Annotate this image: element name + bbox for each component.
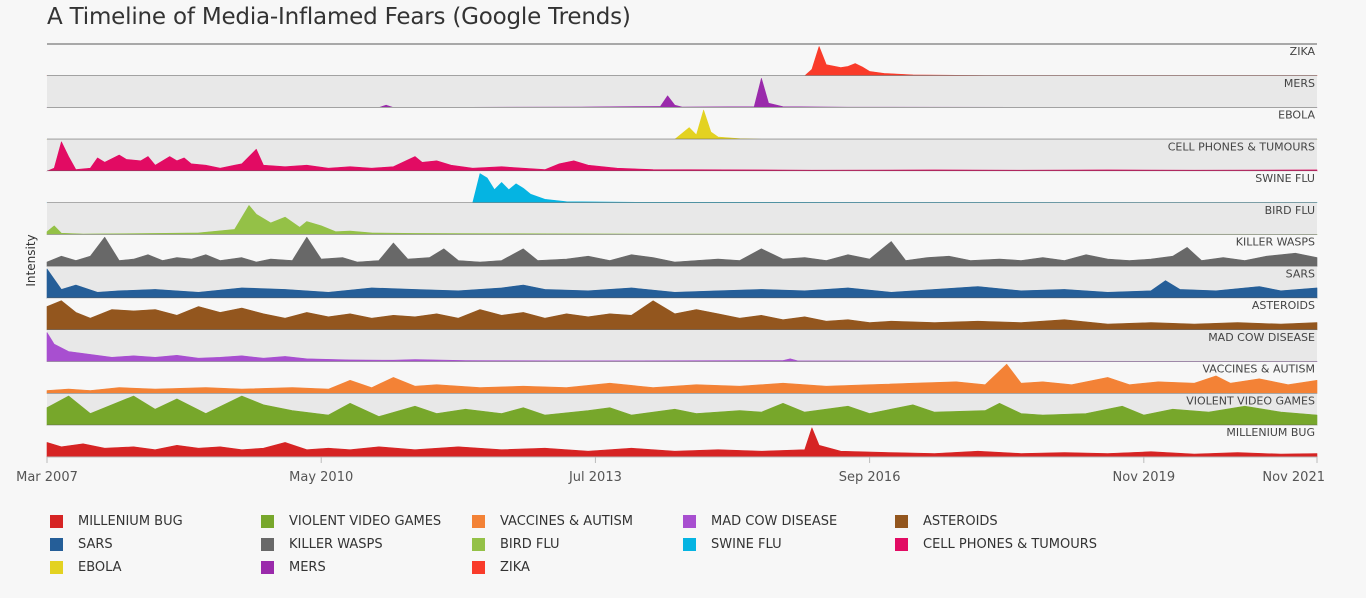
band-label-killer-wasps: KILLER WASPS [1236, 236, 1315, 249]
series-area-vaccines-and-autism [46, 363, 1318, 394]
series-area-killer-wasps [46, 236, 1318, 267]
x-tick-label: Sep 2016 [839, 470, 901, 485]
legend-item-mad-cow-disease[interactable]: MAD COW DISEASE [683, 512, 895, 531]
legend-label: SARS [78, 537, 113, 552]
series-area-asteroids [46, 300, 1318, 331]
band-label-sars: SARS [1286, 267, 1315, 280]
legend-label: MAD COW DISEASE [711, 514, 838, 529]
band-label-zika: ZIKA [1290, 45, 1316, 58]
band-label-vaccines-and-autism: VACCINES & AUTISM [1202, 363, 1315, 376]
band-label-ebola: EBOLA [1278, 109, 1315, 122]
legend-label: ZIKA [500, 560, 530, 575]
legend-item-bird-flu[interactable]: BIRD FLU [472, 535, 683, 554]
legend-label: VIOLENT VIDEO GAMES [289, 514, 442, 529]
legend-item-violent-video-games[interactable]: VIOLENT VIDEO GAMES [261, 512, 472, 531]
legend-label: CELL PHONES & TUMOURS [923, 537, 1098, 552]
series-area-bird-flu [46, 205, 1318, 235]
legend-label: MILLENIUM BUG [78, 514, 183, 529]
legend-item-swine-flu[interactable]: SWINE FLU [683, 535, 895, 554]
legend-swatch [683, 515, 696, 528]
legend-label: MERS [289, 560, 326, 575]
legend-item-cell-phones-and-tumours[interactable]: CELL PHONES & TUMOURS [895, 535, 1135, 554]
legend-label: SWINE FLU [711, 537, 782, 552]
x-tick-label: Mar 2007 [16, 470, 78, 485]
legend-item-ebola[interactable]: EBOLA [50, 558, 261, 577]
ridgeline-chart: ZIKA MERS EBOLA CELL PHONES & TUMOURS SWINE … [16, 43, 1325, 485]
band-label-mers: MERS [1284, 77, 1315, 90]
legend-item-sars[interactable]: SARS [50, 535, 261, 554]
legend-label: VACCINES & AUTISM [500, 514, 633, 529]
band-background [47, 171, 1317, 203]
legend-swatch [261, 561, 274, 574]
legend-item-mers[interactable]: MERS [261, 558, 472, 577]
legend-swatch [50, 538, 63, 551]
series-area-violent-video-games [46, 395, 1318, 426]
legend-label: BIRD FLU [500, 537, 560, 552]
x-tick-label: Jul 2013 [568, 470, 622, 485]
legend-swatch [261, 515, 274, 528]
band-label-bird-flu: BIRD FLU [1265, 204, 1315, 217]
series-area-cell-phones-and-tumours [46, 141, 1318, 172]
band-label-violent-video-games: VIOLENT VIDEO GAMES [1186, 394, 1315, 407]
chart-title: A Timeline of Media-Inflamed Fears (Goog… [47, 4, 631, 30]
band-label-asteroids: ASTEROIDS [1252, 299, 1315, 312]
x-tick-label: May 2010 [289, 470, 353, 485]
legend-item-asteroids[interactable]: ASTEROIDS [895, 512, 1135, 531]
legend-swatch [683, 538, 696, 551]
series-area-mad-cow-disease [46, 332, 1318, 362]
legend-item-vaccines-and-autism[interactable]: VACCINES & AUTISM [472, 512, 683, 531]
series-area-sars [46, 268, 1318, 299]
band-background [47, 75, 1317, 108]
band-background [47, 44, 1317, 76]
legend-label: KILLER WASPS [289, 537, 383, 552]
legend-label: ASTEROIDS [923, 514, 998, 529]
legend-item-killer-wasps[interactable]: KILLER WASPS [261, 535, 472, 554]
band-label-millenium-bug: MILLENIUM BUG [1226, 426, 1315, 439]
legend-swatch [472, 561, 485, 574]
series-area-mers [46, 78, 1318, 108]
legend-swatch [50, 561, 63, 574]
band-label-mad-cow-disease: MAD COW DISEASE [1208, 331, 1315, 344]
x-tick-label: Nov 2019 [1113, 470, 1176, 485]
legend-swatch [472, 515, 485, 528]
legend-item-zika[interactable]: ZIKA [472, 558, 683, 577]
legend-item-millenium-bug[interactable]: MILLENIUM BUG [50, 512, 261, 531]
y-axis-title: Intensity [24, 234, 38, 286]
x-tick-label: Nov 2021 [1262, 470, 1325, 485]
band-label-cell-phones-and-tumours: CELL PHONES & TUMOURS [1168, 140, 1315, 153]
band-label-swine-flu: SWINE FLU [1255, 172, 1315, 185]
legend-label: EBOLA [78, 560, 122, 575]
series-area-millenium-bug [46, 427, 1318, 458]
legend-swatch [895, 515, 908, 528]
legend-swatch [261, 538, 274, 551]
legend-swatch [895, 538, 908, 551]
legend: MILLENIUM BUG VIOLENT VIDEO GAMES VACCINES… [50, 512, 1150, 577]
band-background [47, 329, 1317, 362]
legend-swatch [472, 538, 485, 551]
legend-swatch [50, 515, 63, 528]
